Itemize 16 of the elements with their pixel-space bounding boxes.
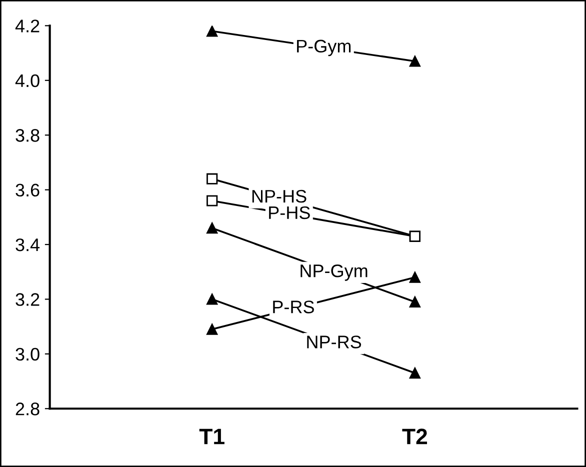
series-label: P-HS xyxy=(269,206,310,220)
y-tick-label: 3.0 xyxy=(16,348,40,361)
x-tick-label: T1 xyxy=(199,428,224,444)
series-label: NP-RS xyxy=(307,336,362,348)
y-tick-label: 2.8 xyxy=(16,402,40,416)
series-label: NP-Gym xyxy=(300,264,368,281)
y-tick-label: 3.6 xyxy=(16,184,40,197)
y-tick-label: 3.2 xyxy=(16,293,40,306)
y-tick-label: 3.4 xyxy=(16,238,40,252)
series-label: NP-HS xyxy=(252,190,306,203)
y-tick-label: 4.0 xyxy=(15,74,40,88)
series-label: P-RS xyxy=(273,300,314,314)
y-tick-label: 3.8 xyxy=(16,129,40,142)
series-label: P-Gym xyxy=(297,40,351,56)
x-tick-label: T2 xyxy=(402,428,428,444)
y-tick-label: 4.2 xyxy=(15,20,40,32)
